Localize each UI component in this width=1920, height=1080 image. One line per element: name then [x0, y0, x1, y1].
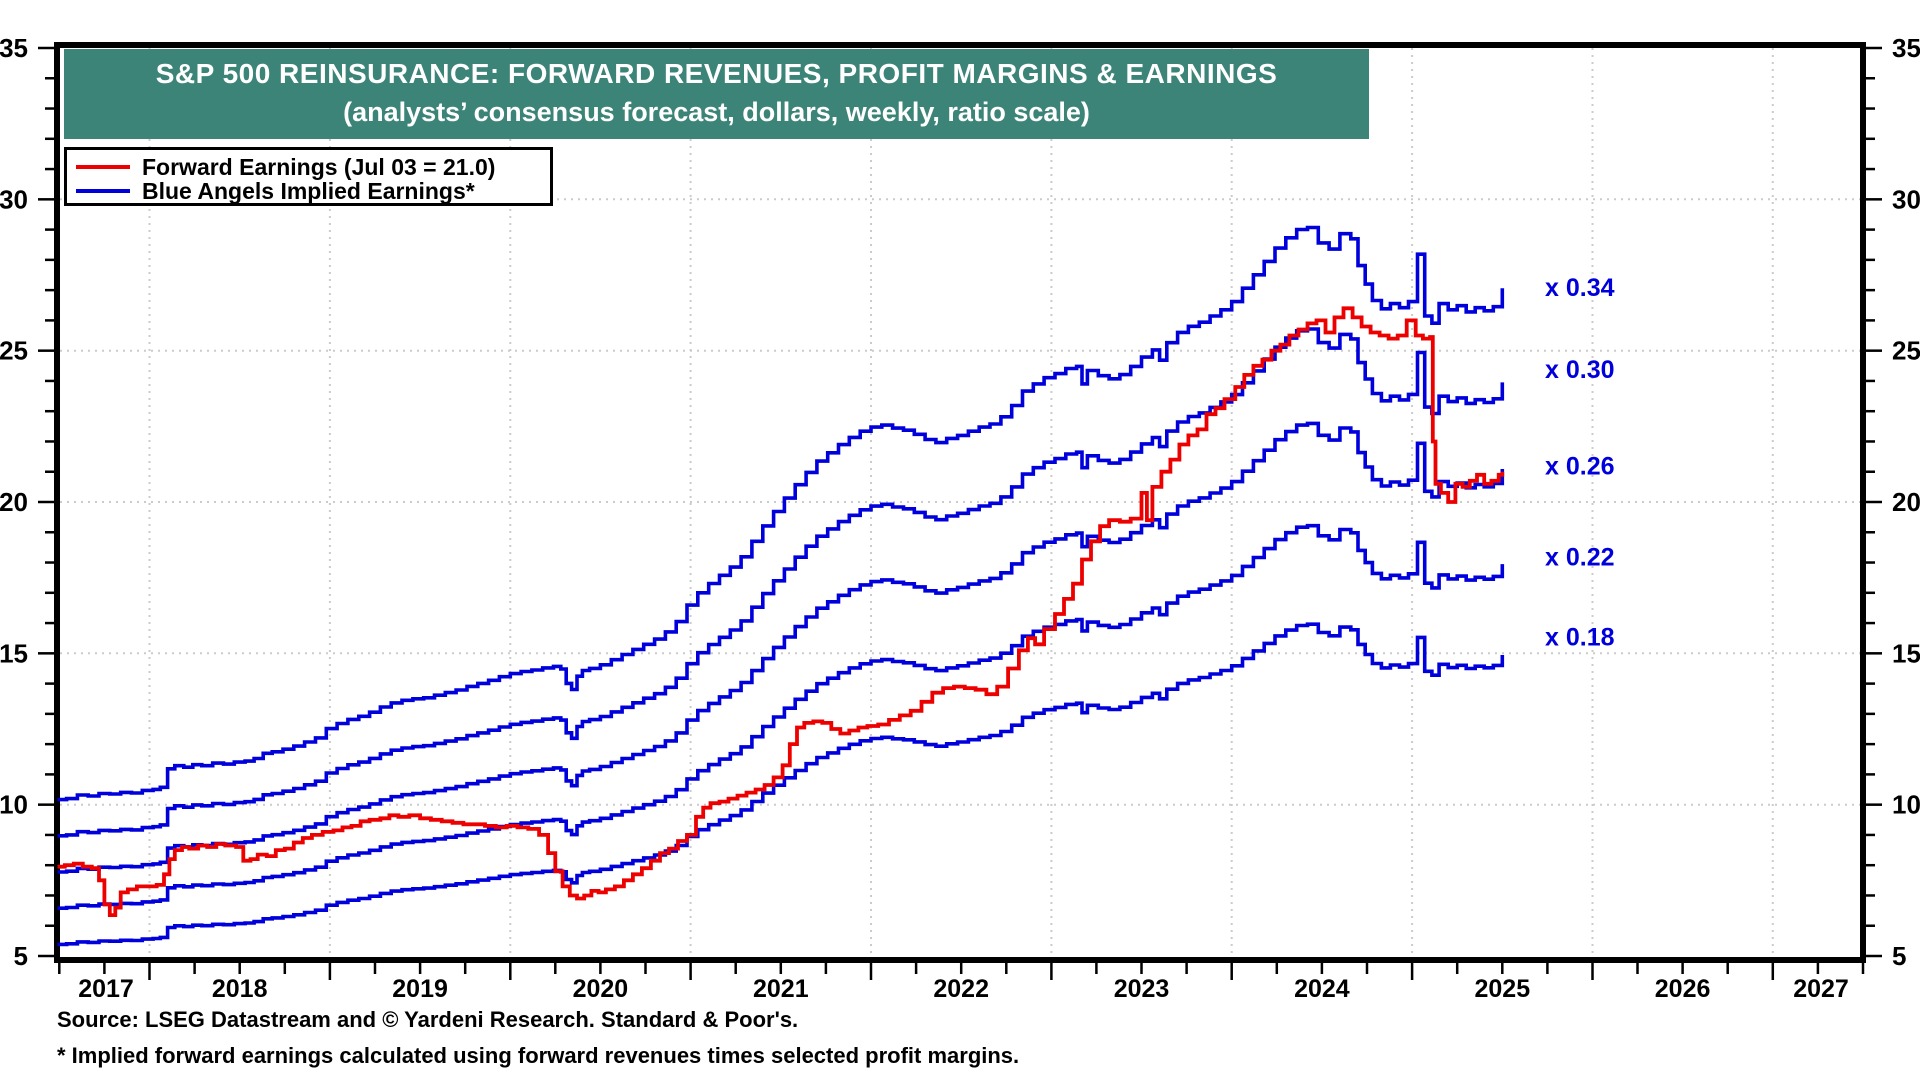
y-axis-label-left: 20 [0, 487, 28, 517]
y-axis-label-right: 25 [1892, 336, 1920, 366]
y-axis-label-right: 30 [1892, 184, 1920, 214]
margin-multiplier-label: x 0.22 [1545, 544, 1615, 572]
y-axis-label-left: 10 [0, 790, 28, 820]
blue-angels-line [57, 327, 1505, 838]
x-axis-year-label: 2022 [933, 975, 989, 1003]
x-axis-year-label: 2020 [573, 975, 629, 1003]
legend-item-blue-angels: Blue Angels Implied Earnings* [76, 179, 550, 203]
x-axis-year-label: 2019 [392, 975, 448, 1003]
y-axis-label-left: 35 [0, 33, 28, 63]
legend-item-forward-earnings: Forward Earnings (Jul 03 = 21.0) [76, 155, 550, 179]
margin-multiplier-label: x 0.18 [1545, 624, 1615, 652]
legend-label: Blue Angels Implied Earnings* [142, 178, 475, 204]
y-axis-label-left: 15 [0, 638, 28, 668]
y-axis-label-left: 30 [0, 184, 28, 214]
x-axis-year-label: 2023 [1114, 975, 1170, 1003]
blue-angels-line [57, 622, 1505, 947]
red-line-swatch-icon [76, 165, 130, 169]
blue-line-swatch-icon [76, 189, 130, 193]
x-axis-year-label: 2025 [1474, 975, 1530, 1003]
x-axis-year-label: 2026 [1655, 975, 1711, 1003]
y-axis-label-right: 35 [1892, 33, 1920, 63]
x-axis-year-label: 2024 [1294, 975, 1350, 1003]
margin-multiplier-label: x 0.30 [1545, 356, 1615, 384]
blue-angels-line [57, 225, 1505, 802]
y-axis-label-left: 25 [0, 336, 28, 366]
y-axis-label-right: 15 [1892, 638, 1920, 668]
chart-subtitle: (analysts’ consensus forecast, dollars, … [343, 97, 1090, 127]
footnote: * Implied forward earnings calculated us… [57, 1043, 1020, 1068]
y-axis-label-left: 5 [14, 941, 28, 971]
margin-multiplier-label: x 0.26 [1545, 453, 1615, 481]
x-axis-year-label: 2027 [1793, 975, 1849, 1003]
legend: Forward Earnings (Jul 03 = 21.0) Blue An… [64, 147, 553, 206]
chart-title: S&P 500 REINSURANCE: FORWARD REVENUES, P… [155, 58, 1278, 89]
y-axis-label-right: 10 [1892, 790, 1920, 820]
x-axis-year-label: 2017 [78, 975, 134, 1003]
source-note: Source: LSEG Datastream and © Yardeni Re… [57, 1007, 799, 1032]
blue-angels-line [57, 523, 1505, 910]
x-axis-year-label: 2018 [212, 975, 268, 1003]
plot-frame [54, 42, 1866, 963]
title-band: S&P 500 REINSURANCE: FORWARD REVENUES, P… [64, 49, 1369, 139]
y-axis-label-right: 5 [1892, 941, 1906, 971]
blue-angels-line [57, 421, 1505, 874]
legend-label: Forward Earnings (Jul 03 = 21.0) [142, 154, 496, 180]
y-axis-label-right: 20 [1892, 487, 1920, 517]
margin-multiplier-label: x 0.34 [1545, 274, 1615, 302]
forward-earnings-line [57, 306, 1505, 917]
x-axis-year-label: 2021 [753, 975, 809, 1003]
